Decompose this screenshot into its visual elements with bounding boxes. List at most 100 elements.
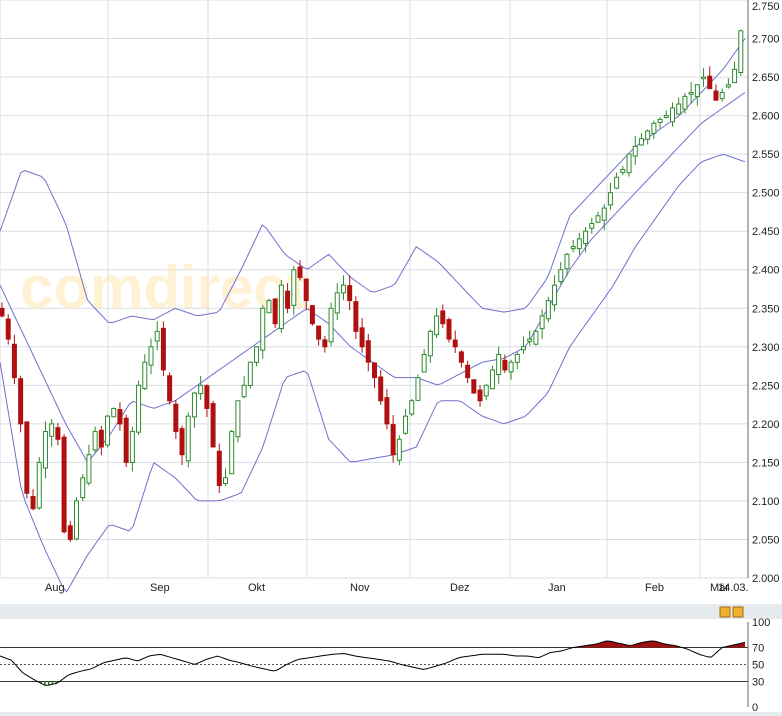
candle [297,260,303,281]
candle [18,375,24,433]
candle [86,444,92,486]
y-tick-label: 2.650 [752,72,780,84]
settings-icon[interactable] [719,606,731,618]
candle [0,302,5,318]
candle [260,305,266,359]
candle [409,398,415,417]
candle [707,66,713,90]
x-tick-label: Sep [150,582,170,594]
candle [235,400,241,443]
candle [266,298,272,314]
rsi-y-axis: 0 30 50 70 100 [747,617,770,714]
candle [24,421,30,499]
candle [415,374,421,401]
candle [701,67,707,87]
candle [651,120,657,140]
candle [607,182,613,210]
candle [545,296,551,323]
x-tick-label: Jan [548,582,566,594]
candle [452,330,458,353]
y-tick-label: 2.250 [752,380,780,392]
price-y-axis: 2.000 2.050 2.100 2.150 2.200 2.250 2.300 2.350… [747,0,780,585]
candle [42,421,48,479]
candle [210,400,216,448]
y-tick-label: 2.300 [752,342,780,354]
candle [111,407,117,418]
candlesticks [0,29,744,542]
candle [465,360,471,384]
candle [340,275,346,301]
candle [539,309,545,340]
candle [589,217,595,234]
candle [502,354,508,373]
candle [322,335,328,353]
candle [11,334,17,384]
rsi-series [0,640,746,686]
close-icon[interactable] [732,606,744,618]
y-tick-label: 2.450 [752,226,780,238]
candle [626,153,632,177]
candle [198,375,204,400]
candle [92,426,98,453]
last-date-label: 14.03. [718,582,749,594]
candle [446,317,452,343]
candle [427,329,433,363]
y-tick-label: 2.200 [752,419,780,431]
candle [725,78,731,89]
candle [229,429,235,475]
candle [142,354,148,391]
bollinger-lower [0,153,746,593]
bollinger-bands [0,38,746,593]
candle [688,82,694,104]
candle [80,474,86,502]
candle [291,266,297,316]
candle [657,117,663,129]
candle [36,457,42,510]
candle [223,468,228,487]
candle [5,314,11,345]
candle [533,329,539,346]
candle [508,359,514,380]
rsi-y-tick-label: 50 [752,660,764,672]
candle [216,443,222,494]
candle [390,415,396,463]
candle [396,435,402,466]
candle [98,425,104,456]
x-tick-label: Nov [350,582,370,594]
x-tick-label: Dez [450,582,470,594]
y-tick-label: 2.700 [752,34,780,46]
candle [309,304,315,326]
candle [564,252,570,277]
candle [117,402,123,431]
candle [663,110,669,119]
candle [676,97,682,116]
candle [372,362,377,389]
candle [552,275,558,312]
candle [527,330,533,346]
candle [160,321,166,376]
watermark: comdirect [20,254,307,321]
candle [378,369,384,405]
candle [570,240,576,253]
candle [61,434,67,534]
candle [440,304,446,328]
price-grid [0,0,748,579]
candle [732,61,738,84]
candle [576,232,582,255]
y-tick-label: 2.100 [752,496,780,508]
candle [123,414,129,468]
candle [247,361,253,389]
candle [595,211,601,224]
candle [173,400,179,439]
candle [458,350,464,368]
candle [620,165,626,176]
candle [154,321,160,351]
candle [384,389,390,430]
candle [303,278,309,311]
x-tick-label: Mär [710,582,729,594]
panel-separator [0,604,782,619]
y-tick-label: 2.550 [752,149,780,161]
candle [719,88,725,102]
candle [185,412,191,468]
